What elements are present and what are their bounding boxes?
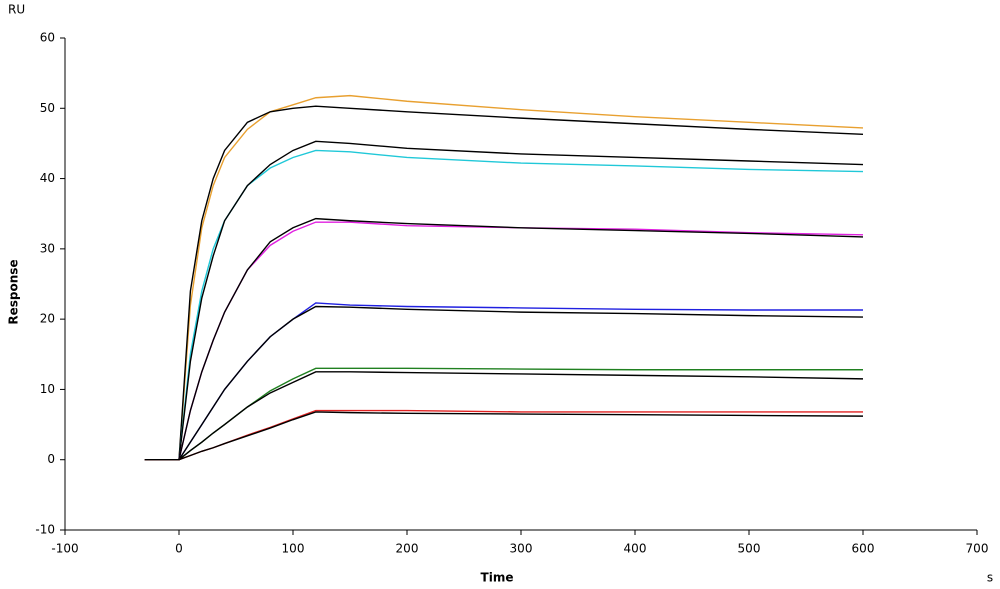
y-tick-label: 10 xyxy=(40,382,55,396)
x-tick-label: 100 xyxy=(282,542,305,556)
y-unit: RU xyxy=(8,3,25,17)
y-tick-label: 20 xyxy=(40,312,55,326)
x-tick-label: 0 xyxy=(175,542,183,556)
y-axis-label: Response xyxy=(7,259,21,324)
y-tick-label: 40 xyxy=(40,171,55,185)
x-tick-label: 600 xyxy=(852,542,875,556)
x-tick-label: 700 xyxy=(966,542,989,556)
x-axis-label: Time xyxy=(481,571,514,585)
series-line xyxy=(144,217,864,461)
y-tick-label: 60 xyxy=(40,31,55,45)
series-line xyxy=(144,221,864,461)
series-line xyxy=(144,302,863,461)
x-unit: s xyxy=(987,571,993,585)
series-line xyxy=(144,94,864,461)
x-tick-label: 200 xyxy=(396,542,419,556)
series-line xyxy=(144,411,864,461)
series-line xyxy=(144,371,864,461)
x-tick-label: 300 xyxy=(510,542,533,556)
series-line xyxy=(144,105,864,461)
x-tick-label: 500 xyxy=(738,542,761,556)
y-tick-label: -10 xyxy=(35,523,55,537)
y-tick-label: 0 xyxy=(47,452,55,466)
x-tick-label: -100 xyxy=(51,542,78,556)
x-tick-label: 400 xyxy=(624,542,647,556)
y-tick-label: 50 xyxy=(40,101,55,115)
series-line xyxy=(144,305,864,461)
y-tick-label: 30 xyxy=(40,241,55,255)
series-line xyxy=(144,149,864,461)
series-line xyxy=(144,140,864,461)
series-line xyxy=(144,409,863,461)
